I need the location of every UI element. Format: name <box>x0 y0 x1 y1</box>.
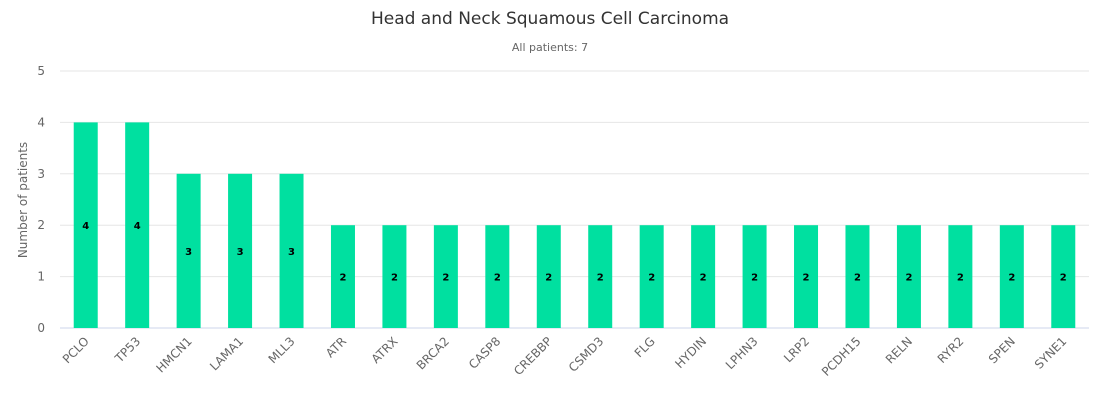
data-label: 2 <box>957 273 964 284</box>
data-label: 2 <box>391 273 398 284</box>
y-tick-label: 1 <box>37 270 45 284</box>
data-label: 3 <box>237 247 244 258</box>
x-tick-label: LAMA1 <box>207 334 246 373</box>
data-label: 2 <box>597 273 604 284</box>
x-tick-label: CSMD3 <box>566 334 606 374</box>
data-label: 2 <box>700 273 707 284</box>
bar-hydin[interactable] <box>691 225 716 328</box>
x-tick-labels-layer: PCLO TP53 HMCN1 LAMA1 MLL3 ATR ATRX BRCA2 CASP8 C… <box>60 334 1070 379</box>
data-label: 4 <box>134 221 141 232</box>
y-tick-label: 3 <box>37 167 45 181</box>
x-tick-label: LPHN3 <box>723 334 761 372</box>
y-tick-label: 4 <box>37 115 45 129</box>
x-tick-label: CASP8 <box>466 334 504 372</box>
bar-lama1[interactable] <box>228 173 253 328</box>
bar-hmcn1[interactable] <box>176 173 201 328</box>
data-label: 2 <box>648 273 655 284</box>
data-label: 2 <box>442 273 449 284</box>
chart-subtitle: All patients: 7 <box>512 41 588 54</box>
y-tick-label: 0 <box>37 321 45 335</box>
bar-syne1[interactable] <box>1051 225 1076 328</box>
bar-atr[interactable] <box>330 225 355 328</box>
bar-lphn3[interactable] <box>742 225 767 328</box>
data-label: 2 <box>803 273 810 284</box>
x-tick-label: PCLO <box>60 334 92 366</box>
data-label: 4 <box>82 221 89 232</box>
y-axis-label: Number of patients <box>16 142 30 258</box>
bar-reln[interactable] <box>896 225 921 328</box>
data-label: 3 <box>288 247 295 258</box>
bar-casp8[interactable] <box>485 225 510 328</box>
bar-ryr2[interactable] <box>948 225 973 328</box>
data-label: 2 <box>905 273 912 284</box>
x-tick-label: SYNE1 <box>1032 334 1070 372</box>
bar-atrx[interactable] <box>382 225 407 328</box>
bar-crebbp[interactable] <box>536 225 561 328</box>
data-label: 2 <box>751 273 758 284</box>
x-tick-label: PCDH15 <box>819 334 864 379</box>
grid-layer <box>60 70 1089 329</box>
bar-pclo[interactable] <box>73 122 98 329</box>
x-tick-label: BRCA2 <box>414 334 452 372</box>
x-tick-label: ATR <box>323 334 349 360</box>
bar-pcdh15[interactable] <box>845 225 870 328</box>
x-tick-label: LRP2 <box>781 334 812 365</box>
data-label: 2 <box>545 273 552 284</box>
data-label: 3 <box>185 247 192 258</box>
y-tick-labels-layer: 0 1 2 3 4 5 <box>37 64 45 335</box>
bar-csmd3[interactable] <box>588 225 613 328</box>
bar-spen[interactable] <box>999 225 1024 328</box>
chart-title: Head and Neck Squamous Cell Carcinoma <box>371 9 729 29</box>
y-tick-label: 2 <box>37 218 45 232</box>
bar-flg[interactable] <box>639 225 664 328</box>
data-label: 2 <box>854 273 861 284</box>
bar-tp53[interactable] <box>125 122 150 329</box>
data-labels-layer: 4 4 3 3 3 2 2 2 2 2 2 2 2 2 2 2 2 2 2 2 <box>82 221 1067 283</box>
data-label: 2 <box>1060 273 1067 284</box>
x-tick-label: MLL3 <box>266 334 298 366</box>
bar-brca2[interactable] <box>433 225 458 328</box>
bars-layer <box>73 122 1076 329</box>
data-label: 2 <box>339 273 346 284</box>
x-tick-label: CREBBP <box>511 334 555 378</box>
x-tick-label: ATRX <box>369 334 401 366</box>
x-tick-label: RELN <box>883 334 915 366</box>
x-tick-label: FLG <box>632 334 658 360</box>
x-tick-label: HMCN1 <box>153 334 194 375</box>
bar-mll3[interactable] <box>279 173 304 328</box>
x-tick-label: RYR2 <box>935 334 967 366</box>
x-tick-label: HYDIN <box>672 334 709 371</box>
bar-lrp2[interactable] <box>794 225 819 328</box>
data-label: 2 <box>1008 273 1015 284</box>
data-label: 2 <box>494 273 501 284</box>
x-tick-label: SPEN <box>986 334 1018 366</box>
x-tick-label: TP53 <box>112 334 144 366</box>
y-tick-label: 5 <box>37 64 45 78</box>
